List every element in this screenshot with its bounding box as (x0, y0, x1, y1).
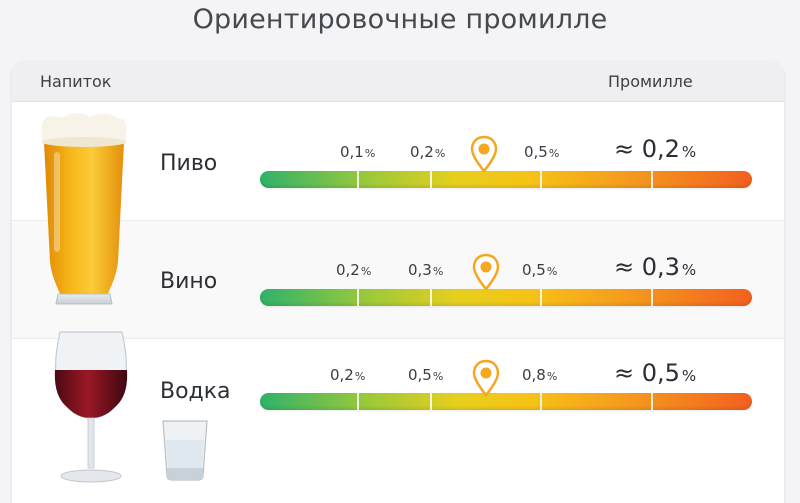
table-row-beer: Пиво 0,1% 0,2% 0,5% ≈ 0,2% (12, 103, 784, 221)
permille-result: ≈ 0,5% (614, 359, 697, 387)
tick-label: 0,5% (524, 143, 560, 161)
header-permille: Промилле (608, 72, 693, 91)
permille-table: Напиток Промилле Пиво 0,1% 0,2% 0,5% ≈ 0… (12, 62, 784, 503)
page-title: Ориентировочные промилле (192, 4, 608, 35)
wine-glass-icon (54, 331, 128, 483)
beer-glass-icon (42, 113, 127, 305)
table-header: Напиток Промилле (12, 62, 784, 102)
drink-name: Вино (160, 269, 218, 294)
permille-result: ≈ 0,3% (614, 253, 697, 281)
drink-name: Водка (160, 379, 231, 404)
permille-scale-bar (260, 289, 752, 306)
location-pin-icon (472, 359, 500, 397)
header-drink: Напиток (40, 72, 112, 91)
permille-scale-bar (260, 171, 752, 188)
tick-label: 0,2% (410, 143, 446, 161)
table-row-vodka: Водка 0,2% 0,5% 0,8% ≈ 0,5% (12, 339, 784, 503)
shot-glass-icon (162, 420, 208, 481)
tick-label: 0,1% (340, 143, 376, 161)
tick-label: 0,2% (336, 261, 372, 279)
tick-label: 0,2% (330, 366, 366, 384)
location-pin-icon (472, 253, 500, 291)
tick-label: 0,5% (408, 366, 444, 384)
tick-label: 0,8% (522, 366, 558, 384)
location-pin-icon (470, 135, 498, 173)
table-row-wine: Вино 0,2% 0,3% 0,5% ≈ 0,3% (12, 221, 784, 339)
drink-name: Пиво (160, 151, 218, 176)
permille-scale-bar (260, 393, 752, 410)
tick-label: 0,5% (522, 261, 558, 279)
tick-label: 0,3% (408, 261, 444, 279)
permille-result: ≈ 0,2% (614, 135, 697, 163)
